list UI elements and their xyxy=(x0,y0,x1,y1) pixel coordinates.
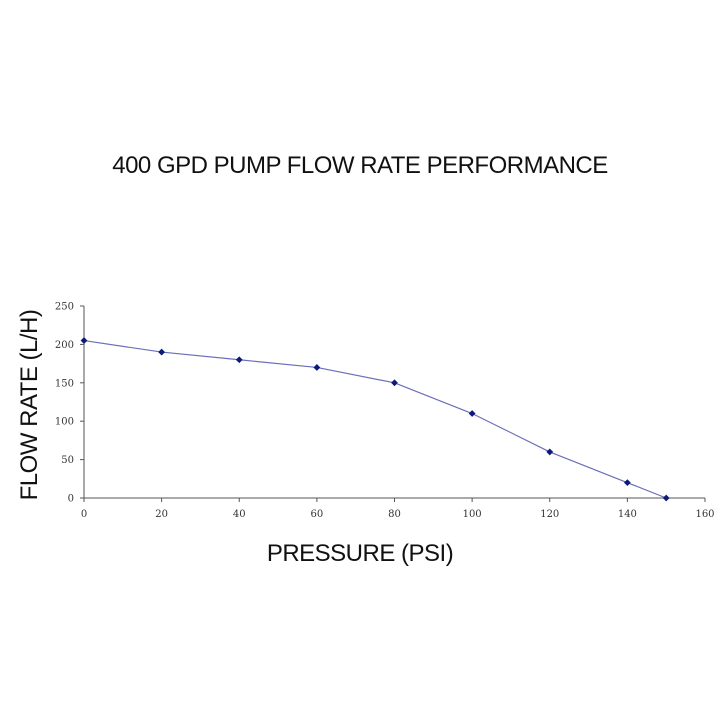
x-tick-label: 20 xyxy=(155,509,168,520)
x-tick-label: 140 xyxy=(618,509,637,520)
data-point xyxy=(623,479,631,487)
series-line xyxy=(83,339,667,499)
x-axis-title: PRESSURE (PSI) xyxy=(266,540,454,567)
x-tick-label: 0 xyxy=(81,509,87,520)
y-tick-label: 200 xyxy=(55,340,74,351)
y-tick-label: 100 xyxy=(55,417,74,428)
x-tick-label: 160 xyxy=(695,509,714,520)
y-tick-label: 250 xyxy=(55,302,74,313)
x-tick-label: 80 xyxy=(388,509,401,520)
y-tick-label: 50 xyxy=(61,455,74,466)
axes: 0 50 100 150 200 250 0 20 40 60 80 100 120 140 160 xyxy=(55,302,715,521)
data-point xyxy=(468,410,476,417)
y-tick-label: 0 xyxy=(68,494,74,505)
x-tick-label: 100 xyxy=(463,509,482,520)
x-tick-label: 60 xyxy=(311,509,324,520)
x-tick-label: 120 xyxy=(540,509,559,520)
x-tick-label: 40 xyxy=(233,509,246,520)
data-point xyxy=(391,379,398,387)
chart-title: 400 GPD PUMP FLOW RATE PERFORMANCE xyxy=(112,152,608,179)
data-point xyxy=(80,337,88,344)
data-point xyxy=(313,364,321,371)
data-point xyxy=(546,448,554,456)
data-point xyxy=(158,348,166,356)
data-point xyxy=(662,494,670,502)
series-layer xyxy=(80,337,670,502)
y-tick-label: 150 xyxy=(55,378,74,389)
data-point xyxy=(235,356,243,364)
